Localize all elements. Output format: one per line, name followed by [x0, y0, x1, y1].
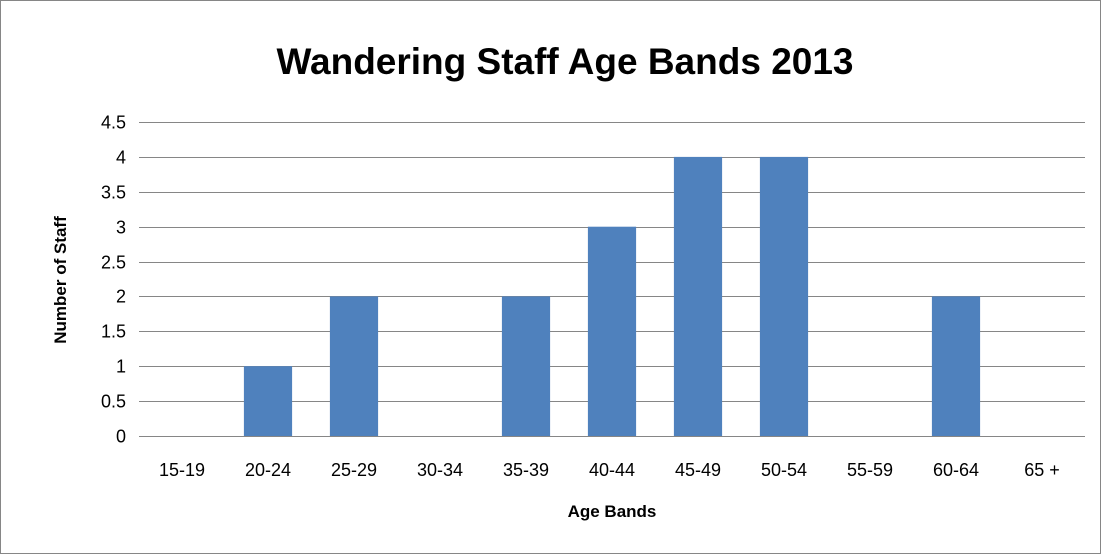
- x-tick-label: 40-44: [589, 460, 635, 480]
- y-tick-label: 3.5: [101, 183, 126, 203]
- y-tick-label: 1.5: [101, 322, 126, 342]
- x-axis-title: Age Bands: [568, 502, 657, 521]
- x-tick-label: 20-24: [245, 460, 291, 480]
- gridlines: [139, 122, 1085, 437]
- x-tick-label: 30-34: [417, 460, 463, 480]
- bar-20-24: [243, 366, 293, 436]
- x-tick-label: 50-54: [761, 460, 807, 480]
- bar-35-39: [501, 296, 551, 436]
- x-tick-label: 55-59: [847, 460, 893, 480]
- x-axis-ticks: 15-19 20-24 25-29 30-34 35-39 40-44 45-49 50-54…: [159, 460, 1060, 480]
- y-tick-label: 2.5: [101, 253, 126, 273]
- y-axis-ticks: 0 0.5 1 1.5 2 2.5 3 3.5 4 4.5: [101, 113, 126, 447]
- x-tick-label: 45-49: [675, 460, 721, 480]
- bar-60-64: [931, 296, 981, 436]
- y-tick-label: 0.5: [101, 392, 126, 412]
- y-tick-label: 4.5: [101, 113, 126, 133]
- y-tick-label: 0: [116, 427, 126, 447]
- y-tick-label: 1: [116, 357, 126, 377]
- x-tick-label: 65 +: [1024, 460, 1060, 480]
- y-tick-label: 3: [116, 218, 126, 238]
- bar-50-54: [759, 156, 809, 436]
- x-tick-label: 60-64: [933, 460, 979, 480]
- chart-title: Wandering Staff Age Bands 2013: [276, 41, 853, 82]
- bar-25-29: [329, 296, 379, 436]
- x-tick-label: 25-29: [331, 460, 377, 480]
- bars: [243, 156, 981, 436]
- bar-45-49: [673, 156, 723, 436]
- x-tick-label: 35-39: [503, 460, 549, 480]
- y-tick-label: 2: [116, 287, 126, 307]
- bar-40-44: [587, 226, 637, 436]
- y-axis-title: Number of Staff: [51, 216, 70, 344]
- y-tick-label: 4: [116, 148, 126, 168]
- x-tick-label: 15-19: [159, 460, 205, 480]
